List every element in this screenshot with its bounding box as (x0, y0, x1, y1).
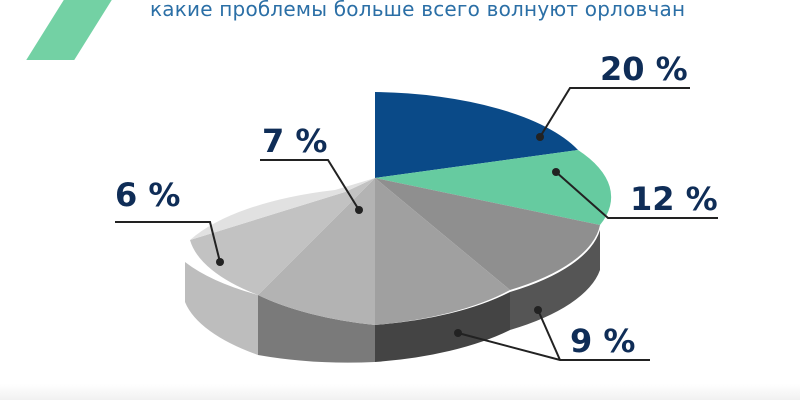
pie-side-gray-2 (375, 292, 510, 362)
slice-6-percent (190, 178, 375, 240)
pie-side-gray-1 (510, 230, 600, 330)
slice-gray-2 (375, 178, 510, 325)
slice-12-percent (375, 150, 612, 225)
label-20-percent: 20 % (600, 50, 688, 88)
bottom-fade (0, 384, 800, 400)
leader-20 (539, 87, 690, 138)
label-9-percent: 9 % (570, 322, 635, 360)
page-title: какие проблемы больше всего волнуют орло… (150, 0, 686, 21)
leader-9b (537, 309, 561, 361)
leader-7 (260, 159, 360, 211)
label-12-percent: 12 % (630, 180, 718, 218)
leader-12 (555, 171, 718, 219)
label-7-percent: 7 % (262, 122, 327, 160)
pie-side-gray-3 (258, 295, 375, 363)
slice-7-percent (190, 178, 375, 295)
leader-6 (115, 221, 221, 263)
pie-side-light (185, 262, 258, 355)
label-6-percent: 6 % (115, 176, 180, 214)
slice-gray-3 (258, 178, 375, 325)
slice-20-percent (375, 92, 578, 178)
slice-gray-1 (375, 178, 600, 290)
